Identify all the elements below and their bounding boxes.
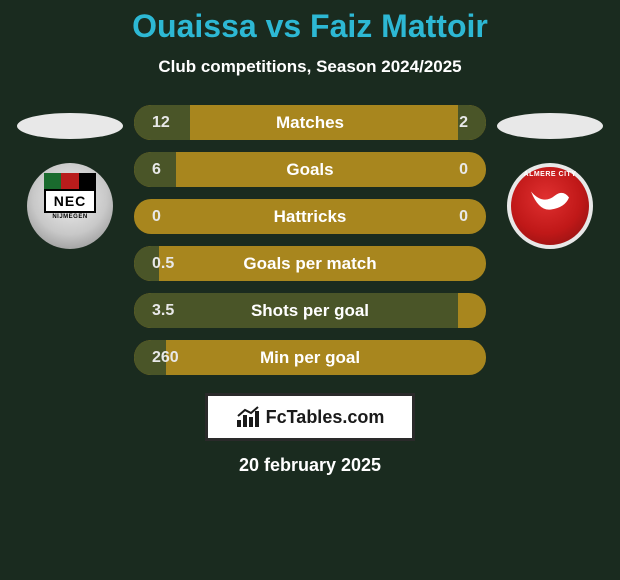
stat-label: Min per goal [260, 348, 360, 368]
player-right-column: ALMERE CITY [490, 105, 610, 249]
stat-value-left: 12 [152, 114, 170, 132]
stats-column: 12 Matches 2 6 Goals 0 0 Hattricks 0 0.5 Goals per… [130, 105, 490, 375]
stat-value-right: 0 [459, 208, 468, 226]
main-row: NEC NIJMEGEN 12 Matches 2 6 Goals 0 0 Hattricks… [0, 105, 620, 375]
stat-label: Shots per goal [251, 301, 369, 321]
page-subtitle: Club competitions, Season 2024/2025 [0, 57, 620, 77]
stat-label: Goals [286, 160, 333, 180]
stat-bar: 12 Matches 2 [134, 105, 486, 140]
club-left-short: NEC [44, 189, 96, 213]
player-left-column: NEC NIJMEGEN [10, 105, 130, 249]
stat-value-left: 3.5 [152, 302, 174, 320]
stat-bar: 3.5 Shots per goal [134, 293, 486, 328]
stat-bar: 0 Hattricks 0 [134, 199, 486, 234]
club-left-sub: NIJMEGEN [44, 214, 96, 220]
stat-value-left: 0.5 [152, 255, 174, 273]
stat-label: Goals per match [243, 254, 376, 274]
chart-icon [236, 406, 262, 428]
club-right-short: ALMERE CITY [524, 171, 577, 178]
stat-bar: 0.5 Goals per match [134, 246, 486, 281]
comparison-card: Ouaissa vs Faiz Mattoir Club competition… [0, 0, 620, 476]
stat-label: Hattricks [274, 207, 347, 227]
stat-value-right: 0 [459, 161, 468, 179]
player-left-name-oval [17, 113, 123, 139]
stat-bar: 260 Min per goal [134, 340, 486, 375]
club-logo-almere: ALMERE CITY [507, 163, 593, 249]
stat-value-left: 6 [152, 161, 161, 179]
brand-badge[interactable]: FcTables.com [205, 393, 415, 441]
stat-value-left: 0 [152, 208, 161, 226]
date-label: 20 february 2025 [0, 455, 620, 476]
stat-bar: 6 Goals 0 [134, 152, 486, 187]
club-logo-nec: NEC NIJMEGEN [27, 163, 113, 249]
page-title: Ouaissa vs Faiz Mattoir [0, 8, 620, 45]
stat-value-left: 260 [152, 349, 179, 367]
stat-label: Matches [276, 113, 344, 133]
stat-value-right: 2 [459, 114, 468, 132]
player-right-name-oval [497, 113, 603, 139]
bird-icon [529, 188, 571, 225]
brand-text: FcTables.com [266, 407, 385, 428]
